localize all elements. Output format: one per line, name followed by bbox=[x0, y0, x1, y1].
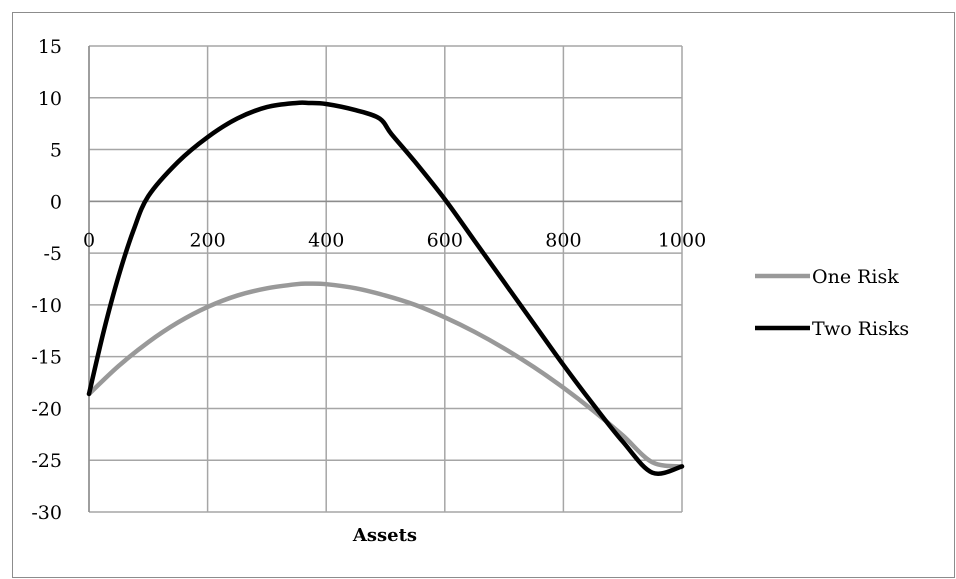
x-tick-label: 200 bbox=[189, 229, 225, 251]
series-line-2 bbox=[86, 100, 685, 476]
y-tick-label: -5 bbox=[43, 243, 62, 265]
y-tick-label: 10 bbox=[38, 88, 62, 110]
chart-frame bbox=[12, 12, 955, 578]
y-tick-label: 0 bbox=[50, 191, 62, 213]
series-lines bbox=[86, 100, 685, 476]
series-line-1 bbox=[86, 281, 685, 469]
x-tick-label: 400 bbox=[308, 229, 344, 251]
legend-label-2: Two Risks bbox=[812, 318, 909, 340]
x-tick-label: 0 bbox=[83, 229, 95, 251]
y-tick-labels: 15 10 5 0 -5 -10 -15 -20 -25 -30 bbox=[31, 36, 62, 524]
y-tick-label: 15 bbox=[38, 36, 62, 58]
y-tick-label: -15 bbox=[31, 347, 62, 369]
x-tick-labels: 0 200 400 600 800 1000 bbox=[83, 229, 706, 251]
axes bbox=[88, 46, 682, 512]
y-tick-label: -20 bbox=[31, 398, 62, 420]
y-tick-label: -30 bbox=[31, 502, 62, 524]
y-tick-label: -10 bbox=[31, 295, 62, 317]
y-tick-label: 5 bbox=[50, 140, 62, 162]
x-tick-label: 1000 bbox=[658, 229, 706, 251]
x-tick-label: 600 bbox=[427, 229, 463, 251]
legend: One Risk Two Risks bbox=[755, 266, 909, 340]
x-tick-label: 800 bbox=[545, 229, 581, 251]
gridlines bbox=[88, 45, 683, 513]
x-axis-label: Assets bbox=[352, 525, 417, 546]
y-tick-label: -25 bbox=[31, 450, 62, 472]
legend-label-1: One Risk bbox=[812, 266, 899, 288]
